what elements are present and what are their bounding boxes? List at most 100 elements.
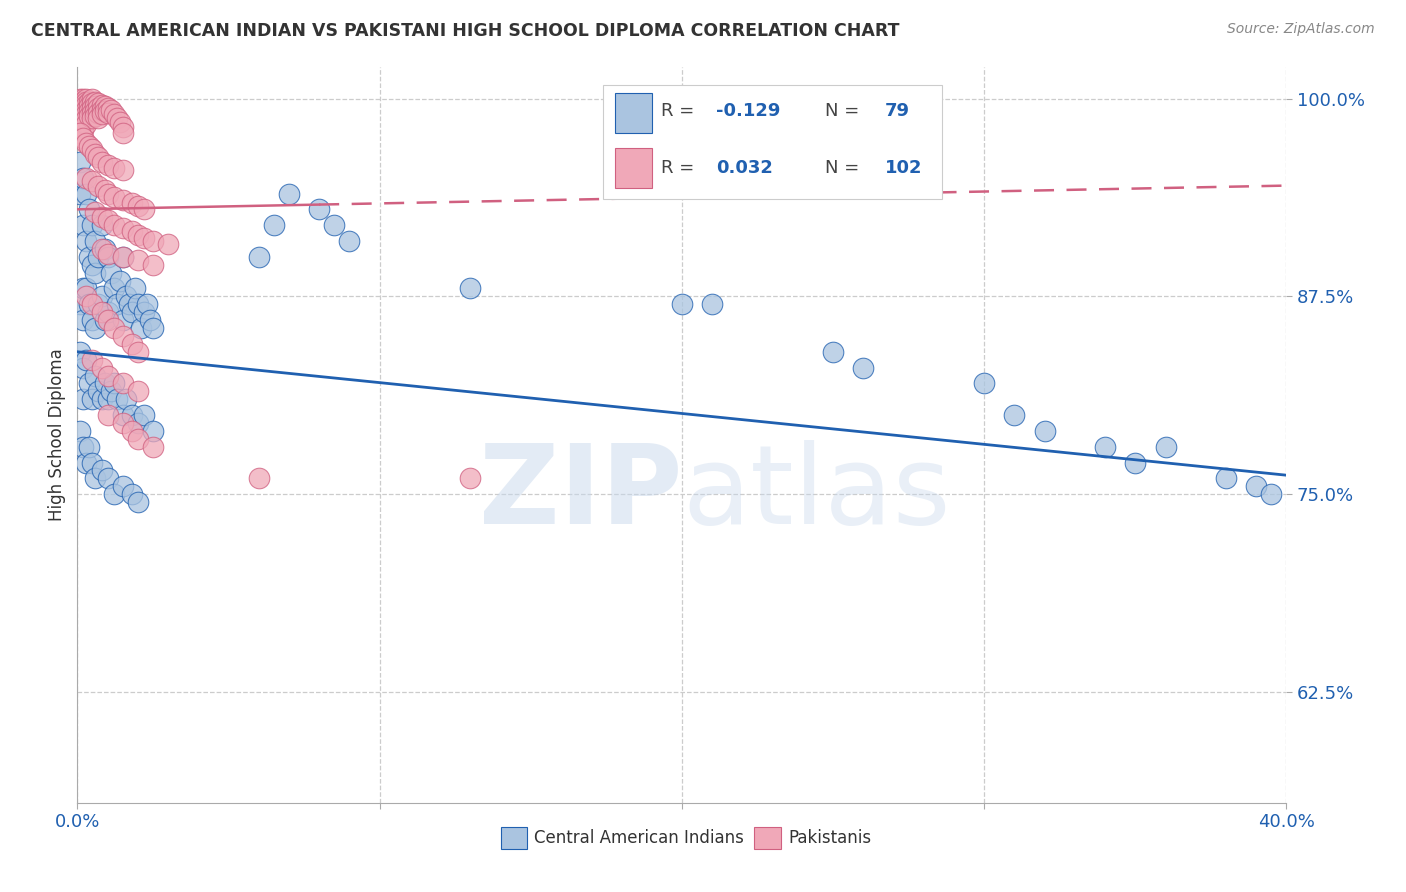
Point [103, 218, 125, 232]
Text: R =: R = [661, 159, 700, 177]
Point [72, 120, 94, 134]
Point [96, 392, 118, 407]
Point [103, 161, 125, 176]
FancyBboxPatch shape [603, 86, 942, 200]
Point [69, 424, 91, 438]
Point [103, 487, 125, 501]
Point [79, 376, 101, 391]
Point [121, 336, 143, 351]
Point [111, 479, 134, 493]
Point [69, 107, 91, 121]
Point [96, 305, 118, 319]
Point [84, 104, 107, 119]
Point [90, 98, 112, 112]
Point [100, 103, 122, 117]
Point [111, 313, 134, 327]
Point [87, 384, 110, 399]
Point [111, 376, 134, 391]
Point [87, 250, 110, 264]
Point [72, 111, 94, 125]
Point [973, 376, 995, 391]
Point [105, 111, 128, 125]
Point [72, 392, 94, 407]
FancyBboxPatch shape [616, 148, 652, 188]
Text: ZIP: ZIP [478, 441, 682, 547]
Point [96, 408, 118, 422]
Point [84, 109, 107, 123]
Point [75, 117, 97, 131]
Point [852, 360, 875, 375]
Point [121, 408, 143, 422]
Point [82, 456, 104, 470]
Point [69, 127, 91, 141]
Text: -0.129: -0.129 [716, 102, 780, 120]
Point [72, 131, 94, 145]
Point [103, 107, 125, 121]
Point [90, 154, 112, 169]
Point [105, 297, 128, 311]
Point [124, 281, 146, 295]
Point [142, 321, 165, 335]
Point [69, 111, 91, 125]
Point [79, 202, 101, 217]
Point [323, 218, 346, 232]
Text: N =: N = [824, 159, 865, 177]
Point [100, 384, 122, 399]
Point [127, 297, 149, 311]
Point [90, 289, 112, 303]
Point [72, 104, 94, 119]
Point [69, 186, 91, 201]
Point [96, 313, 118, 327]
Point [96, 368, 118, 383]
Point [132, 305, 155, 319]
FancyBboxPatch shape [755, 827, 782, 849]
Point [82, 96, 104, 111]
Text: 0.032: 0.032 [716, 159, 773, 177]
Point [79, 139, 101, 153]
Point [111, 416, 134, 430]
Point [111, 221, 134, 235]
Text: 79: 79 [884, 102, 910, 120]
Point [72, 123, 94, 137]
Point [121, 487, 143, 501]
Point [82, 174, 104, 188]
Point [1094, 440, 1116, 454]
Point [127, 384, 149, 399]
Point [79, 297, 101, 311]
Point [96, 213, 118, 227]
Point [157, 237, 180, 252]
Point [458, 281, 481, 295]
Point [87, 101, 110, 115]
Point [87, 96, 110, 111]
Point [75, 289, 97, 303]
Point [69, 297, 91, 311]
Point [72, 95, 94, 109]
Point [87, 178, 110, 193]
Point [82, 297, 104, 311]
Point [75, 186, 97, 201]
Point [72, 91, 94, 105]
Point [127, 495, 149, 509]
Point [72, 440, 94, 454]
Point [111, 250, 134, 264]
Point [75, 112, 97, 127]
Point [72, 115, 94, 129]
Point [108, 274, 131, 288]
Point [132, 202, 155, 217]
Point [72, 313, 94, 327]
Point [72, 101, 94, 115]
Point [82, 101, 104, 115]
Point [100, 266, 122, 280]
Point [247, 250, 270, 264]
Point [139, 313, 162, 327]
Point [69, 120, 91, 134]
Point [96, 101, 118, 115]
Point [69, 91, 91, 105]
Point [75, 234, 97, 248]
Point [103, 376, 125, 391]
Point [121, 424, 143, 438]
Point [69, 101, 91, 115]
Point [75, 107, 97, 121]
Point [90, 211, 112, 225]
Point [121, 196, 143, 211]
